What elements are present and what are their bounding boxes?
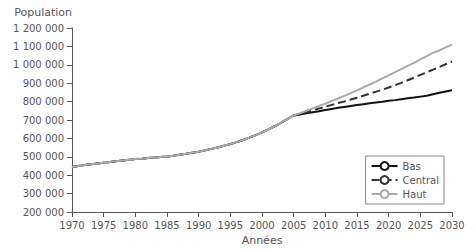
svg-text:2020: 2020 — [376, 220, 401, 231]
svg-text:Population: Population — [14, 6, 72, 19]
svg-text:Années: Années — [242, 234, 283, 247]
svg-text:1970: 1970 — [59, 220, 84, 231]
svg-text:2010: 2010 — [313, 220, 338, 231]
svg-text:1985: 1985 — [154, 220, 179, 231]
svg-text:1 200 000: 1 200 000 — [13, 23, 64, 34]
svg-text:1 100 000: 1 100 000 — [13, 41, 64, 52]
svg-text:2000: 2000 — [249, 220, 274, 231]
svg-text:2030: 2030 — [439, 220, 464, 231]
svg-text:700 000: 700 000 — [23, 115, 64, 126]
svg-text:300 000: 300 000 — [23, 188, 64, 199]
svg-text:1990: 1990 — [186, 220, 211, 231]
svg-text:800 000: 800 000 — [23, 96, 64, 107]
svg-text:Bas: Bas — [403, 161, 421, 172]
svg-text:500 000: 500 000 — [23, 151, 64, 162]
svg-text:1975: 1975 — [91, 220, 116, 231]
svg-text:Haut: Haut — [403, 189, 427, 200]
svg-text:900 000: 900 000 — [23, 78, 64, 89]
svg-text:1 000 000: 1 000 000 — [13, 59, 64, 70]
svg-text:600 000: 600 000 — [23, 133, 64, 144]
svg-text:2005: 2005 — [281, 220, 306, 231]
svg-text:200 000: 200 000 — [23, 207, 64, 218]
svg-text:Central: Central — [403, 175, 439, 186]
svg-text:1980: 1980 — [123, 220, 148, 231]
svg-text:2025: 2025 — [408, 220, 433, 231]
svg-text:2015: 2015 — [344, 220, 369, 231]
svg-text:1995: 1995 — [218, 220, 243, 231]
svg-text:400 000: 400 000 — [23, 170, 64, 181]
